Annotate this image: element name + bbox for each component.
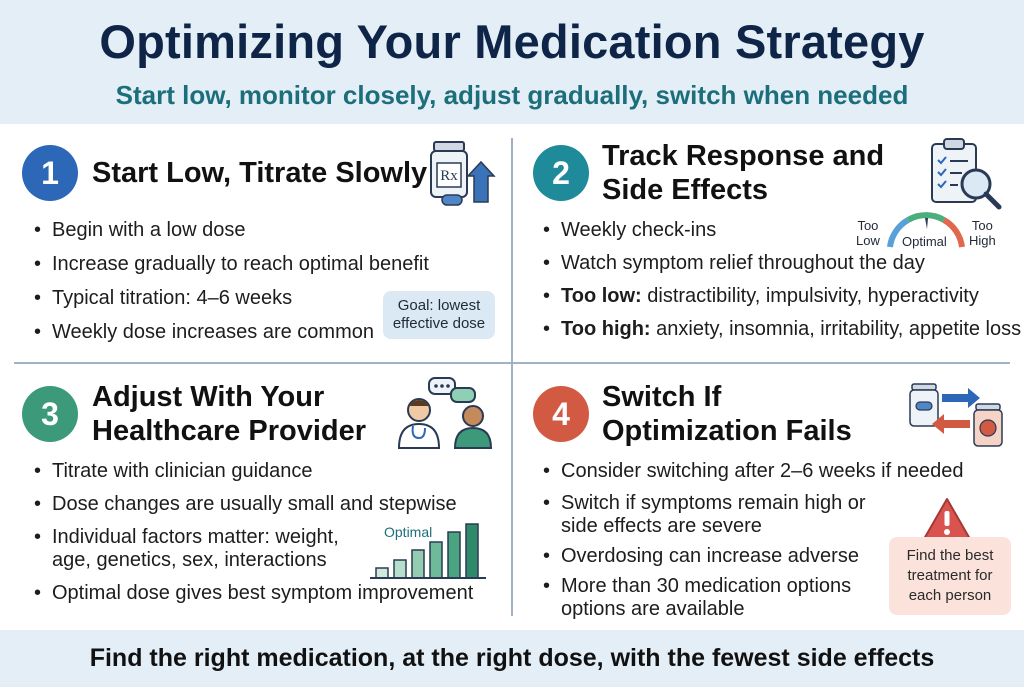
swap-medication-icon [909,383,1003,447]
dose-gauge-icon [887,212,965,248]
bar-1 [375,567,389,579]
list-item: Too low: distractibility, impulsivity, h… [541,285,1021,308]
warning-icon [923,498,971,540]
page-title: Optimizing Your Medication Strategy [99,15,925,68]
gauge-too-low-label: Too Low [856,218,880,248]
step-number-1: 1 [22,145,78,201]
header-banner: Optimizing Your Medication Strategy Star… [0,0,1024,124]
svg-text:Rx: Rx [440,168,458,184]
list-item: Dose changes are usually small and stepw… [32,493,473,516]
step-1-title: Start Low, Titrate Slowly [92,157,428,189]
find-best-callout-line: Find the best [906,547,994,564]
footer-banner: Find the right medication, at the right … [0,630,1024,687]
step-1-bullets: Begin with a low dose Increase gradually… [32,219,429,355]
list-item: Weekly check-ins [541,219,1021,242]
step-2-title-line: Side Effects [602,174,768,206]
list-item: Consider switching after 2–6 weeks if ne… [541,460,963,483]
step-number-2: 2 [533,145,589,201]
goal-callout-line: Goal: lowest [397,297,481,314]
pill-bottle-arrow-icon: Rx [430,141,496,206]
list-item: Weekly dose increases are common [32,321,429,344]
goal-callout: Goal: lowest effective dose [383,291,495,339]
horizontal-divider [14,362,1010,364]
list-item: Watch symptom relief throughout the day [541,252,1021,275]
step-number-4: 4 [533,386,589,442]
step-3-bullets: Titrate with clinician guidance Dose cha… [32,460,473,615]
step-number-3: 3 [22,386,78,442]
doctor-patient-chat-icon [397,377,493,449]
list-item: Overdosing can increase adverse [541,545,963,568]
list-item: Begin with a low dose [32,219,429,242]
list-item: Typical titration: 4–6 weeks [32,287,429,310]
find-best-callout-line: each person [908,587,992,604]
step-3-title-line: Adjust With Your [92,381,325,413]
list-item: Optimal dose gives best symptom improvem… [32,582,473,605]
step-4-bullets: Consider switching after 2–6 weeks if ne… [541,460,963,631]
bar-5 [447,531,461,579]
gauge-optimal-label: Optimal [902,234,947,249]
optimal-bar-label: Optimal [384,524,432,540]
list-item: Titrate with clinician guidance [32,460,473,483]
gauge-too-high-label: Too High [969,218,996,248]
vertical-divider [511,138,513,616]
step-2-title-line: Track Response and [602,140,885,172]
step-2-title: Track Response and Side Effects [602,139,884,207]
clipboard-magnifier-icon [931,138,1002,210]
bar-3 [411,549,425,579]
rising-bars-icon: Optimal [370,523,486,579]
step-3-title-line: Healthcare Provider [92,415,367,447]
find-best-callout-line: treatment for [907,567,993,584]
list-item: Individual factors matter: weight,age, g… [32,526,473,572]
bar-6 [465,523,479,579]
list-item: Too high: anxiety, insomnia, irritabilit… [541,318,1021,341]
step-4-title: Switch If Optimization Fails [602,380,852,448]
list-item: Increase gradually to reach optimal bene… [32,253,429,276]
bar-4 [429,541,443,579]
find-best-callout: Find the best treatment for each person [889,537,1011,615]
step-4-title-line: Optimization Fails [602,415,852,447]
page-subtitle: Start low, monitor closely, adjust gradu… [115,80,909,110]
step-4-title-line: Switch If [602,381,722,413]
step-3-title: Adjust With Your Healthcare Provider [92,380,366,448]
step-2-bullets: Weekly check-ins Watch symptom relief th… [541,219,1021,351]
footer-text: Find the right medication, at the right … [89,644,935,672]
bar-2 [393,559,407,579]
goal-callout-line: effective dose [392,315,486,332]
